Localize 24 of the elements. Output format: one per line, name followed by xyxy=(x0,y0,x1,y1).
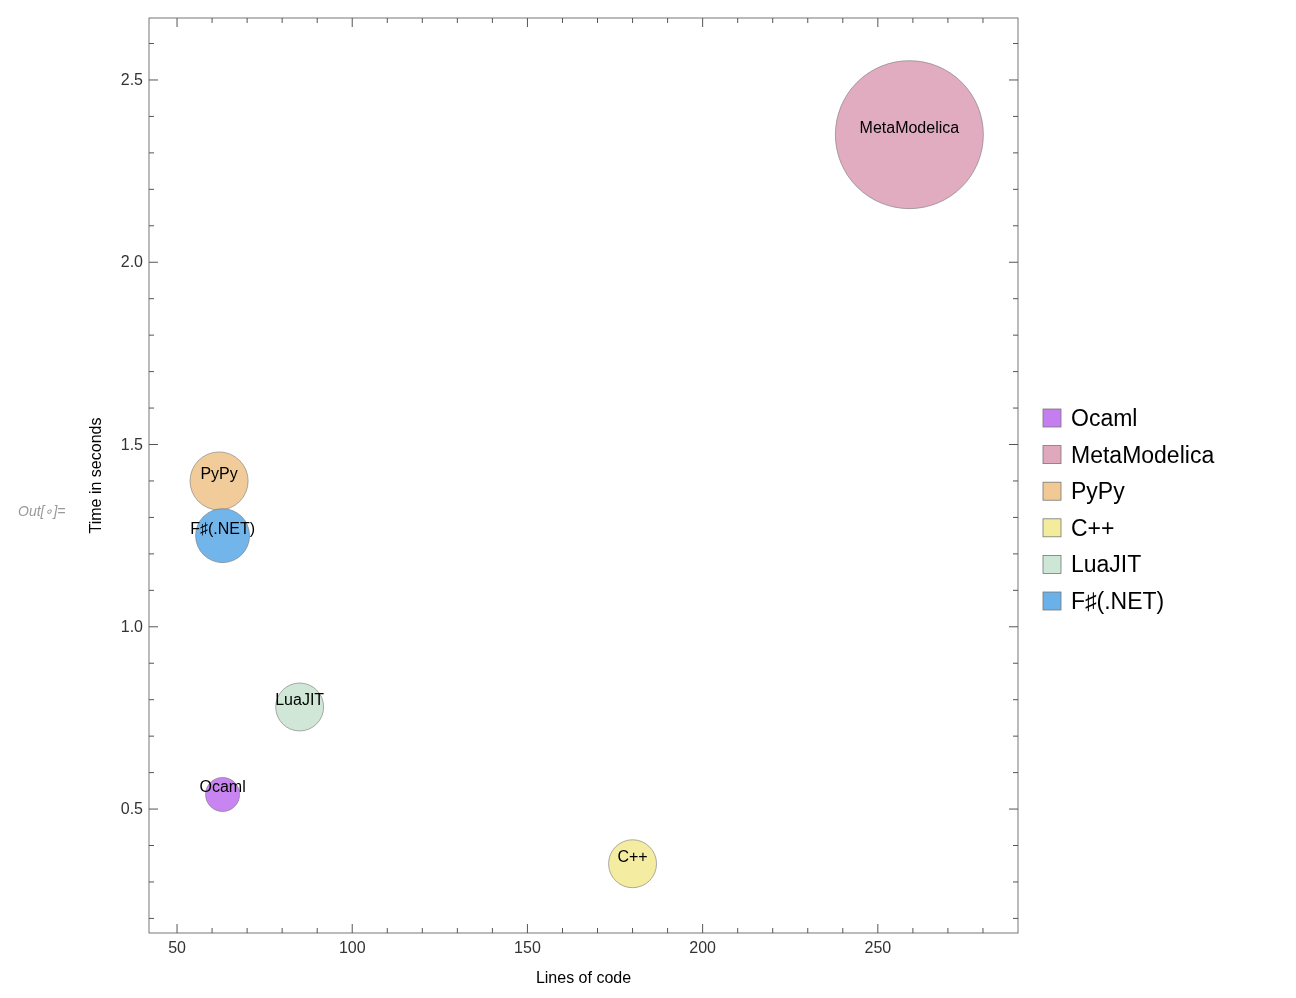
text: MetaModelica xyxy=(859,118,960,136)
x-tick-label: 250 xyxy=(864,939,892,956)
x-tick-label: 150 xyxy=(514,939,541,956)
text: Ocaml xyxy=(199,778,246,796)
y-tick-label: 0.5 xyxy=(120,800,144,818)
x-tick-label: 50 xyxy=(168,939,187,956)
text: C++ xyxy=(617,847,648,865)
x-tick-label: 100 xyxy=(338,939,366,956)
legend-label: MetaModelica xyxy=(1071,441,1215,468)
x-axis-title: Lines of code xyxy=(535,969,632,986)
legend-label: C++ xyxy=(1071,514,1115,541)
text: Out[∘]= xyxy=(18,503,66,519)
y-tick-label: 1.0 xyxy=(120,617,144,635)
y-axis-title: Time in seconds xyxy=(87,417,104,534)
text: PyPy xyxy=(200,464,238,482)
legend-label: F♯(.NET) xyxy=(1071,588,1165,614)
legend-label: PyPy xyxy=(1071,478,1126,505)
y-tick-label: 1.5 xyxy=(120,435,144,453)
legend-label: LuaJIT xyxy=(1071,551,1142,578)
y-tick-label: 2.5 xyxy=(120,70,144,88)
text: LuaJIT xyxy=(275,690,325,708)
x-tick-label: 200 xyxy=(689,939,717,956)
legend-label: Ocaml xyxy=(1071,405,1138,431)
y-tick-label: 2.0 xyxy=(120,253,144,271)
